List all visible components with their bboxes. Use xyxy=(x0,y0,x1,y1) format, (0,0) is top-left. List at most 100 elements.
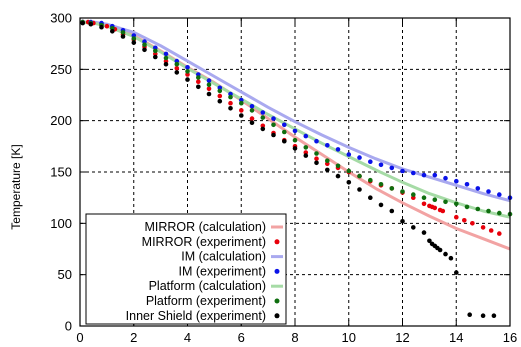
data-point xyxy=(454,178,459,184)
data-point xyxy=(443,175,448,181)
data-point xyxy=(335,147,341,152)
data-point xyxy=(486,208,491,214)
data-point xyxy=(303,145,309,150)
series-line xyxy=(79,20,511,219)
data-point xyxy=(303,153,309,158)
data-point xyxy=(249,108,255,113)
data-point xyxy=(378,202,384,208)
legend-swatch-point xyxy=(274,298,280,304)
data-point xyxy=(346,168,352,174)
data-point xyxy=(104,23,110,29)
data-point xyxy=(239,108,244,113)
y-tick-label: 150 xyxy=(50,165,72,180)
data-point xyxy=(335,163,341,169)
data-point xyxy=(217,88,223,94)
data-point xyxy=(249,116,255,121)
data-point xyxy=(131,36,137,41)
data-point xyxy=(437,247,443,253)
data-point xyxy=(292,128,298,134)
data-point xyxy=(314,138,319,144)
data-point xyxy=(228,94,233,100)
data-point xyxy=(411,192,416,197)
data-point xyxy=(282,122,287,128)
data-point xyxy=(249,104,255,109)
data-point xyxy=(217,98,223,104)
data-point xyxy=(432,205,438,211)
data-point xyxy=(475,186,481,191)
x-tick-label: 8 xyxy=(291,330,298,345)
legend-swatch-point xyxy=(274,268,280,274)
data-point xyxy=(427,238,432,244)
data-point xyxy=(486,189,491,194)
data-point xyxy=(163,61,169,67)
data-point xyxy=(368,195,373,200)
data-point xyxy=(260,126,266,132)
y-tick-label: 50 xyxy=(58,267,72,282)
data-point xyxy=(292,137,298,143)
data-point xyxy=(260,110,266,115)
data-point xyxy=(196,84,201,90)
data-point xyxy=(389,165,395,171)
legend-label: Platform (experiment) xyxy=(146,294,266,308)
data-point xyxy=(185,77,190,82)
data-point xyxy=(400,168,405,174)
data-point xyxy=(153,48,158,54)
data-point xyxy=(421,195,427,200)
data-point xyxy=(314,151,319,156)
data-point xyxy=(206,91,212,97)
x-tick-label: 6 xyxy=(238,330,245,345)
legend-swatch-point xyxy=(274,239,280,245)
data-point xyxy=(282,129,287,135)
x-tick-label: 0 xyxy=(76,330,83,345)
y-tick-label: 200 xyxy=(50,113,72,128)
data-point xyxy=(462,218,467,223)
data-point xyxy=(314,160,319,166)
data-point xyxy=(303,133,309,139)
data-point xyxy=(110,29,115,34)
data-point xyxy=(282,138,287,144)
data-point xyxy=(378,182,384,187)
data-point xyxy=(432,197,438,202)
data-point xyxy=(400,189,405,194)
data-point xyxy=(163,55,169,61)
data-point xyxy=(443,199,448,205)
series-layer xyxy=(79,19,513,319)
data-point xyxy=(260,115,266,120)
data-point xyxy=(421,230,427,235)
data-point xyxy=(411,225,416,230)
data-point xyxy=(454,201,459,207)
data-point xyxy=(454,214,459,220)
data-point xyxy=(120,34,126,39)
data-point xyxy=(443,251,448,257)
data-point xyxy=(228,106,233,111)
data-point xyxy=(174,66,180,71)
legend-box xyxy=(85,213,287,325)
data-point xyxy=(368,159,373,164)
data-point xyxy=(206,86,212,92)
data-point xyxy=(206,78,212,83)
data-point xyxy=(440,208,446,214)
data-point xyxy=(421,172,427,178)
data-point xyxy=(497,192,502,197)
data-point xyxy=(99,24,104,30)
data-point xyxy=(239,113,244,118)
data-point xyxy=(497,231,502,236)
x-tick-label: 14 xyxy=(449,330,463,345)
data-point xyxy=(346,152,352,157)
legend-swatch-point xyxy=(274,313,280,319)
x-tick-label: 16 xyxy=(503,330,517,345)
legend-label: MIRROR (calculation) xyxy=(144,220,266,234)
data-point xyxy=(491,313,497,319)
data-point xyxy=(368,177,373,183)
legend-label: Platform (calculation) xyxy=(149,279,266,293)
legend-label: IM (experiment) xyxy=(178,264,266,278)
data-point xyxy=(88,21,94,27)
data-point xyxy=(325,158,330,163)
data-point xyxy=(480,313,486,319)
data-point xyxy=(497,210,502,216)
data-point xyxy=(131,40,137,45)
data-point xyxy=(206,82,212,87)
y-axis-label: Temperature [K] xyxy=(9,144,23,229)
